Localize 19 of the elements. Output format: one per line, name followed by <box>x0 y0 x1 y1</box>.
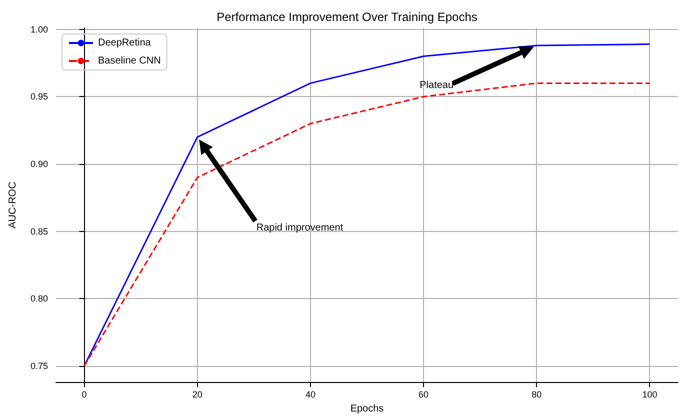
x-tick-label: 40 <box>305 390 316 400</box>
annotation: Plateau <box>420 80 454 92</box>
y-tick-label: 0.95 <box>30 92 48 102</box>
y-tick-label: 1.00 <box>30 24 48 34</box>
x-tick-label: 80 <box>532 390 542 400</box>
x-axis-title: Epochs <box>350 404 384 414</box>
legend-label: DeepRetina <box>98 38 152 48</box>
annotation: Rapid improvement <box>256 222 344 234</box>
y-tick-label: 0.85 <box>30 226 48 236</box>
legend-label: Baseline CNN <box>98 56 161 66</box>
y-tick-label: 0.90 <box>30 158 48 169</box>
x-tick-label: 0 <box>82 390 87 400</box>
y-tick-label: 0.80 <box>30 294 48 304</box>
x-tick-label: 20 <box>192 390 202 400</box>
y-axis-title: AUC-ROC <box>8 182 18 228</box>
chart-title: Performance Improvement Over Training Epochs <box>216 10 478 24</box>
x-tick-label: 60 <box>418 390 429 400</box>
y-tick-label: 0.75 <box>30 360 48 371</box>
x-tick-label: 100 <box>642 390 658 400</box>
